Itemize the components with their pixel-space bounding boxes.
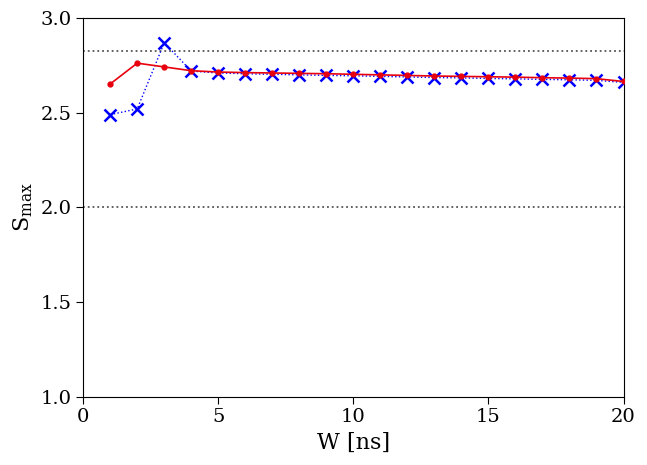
X-axis label: W [ns]: W [ns] xyxy=(317,432,390,454)
Y-axis label: S$_\mathrm{max}$: S$_\mathrm{max}$ xyxy=(11,182,35,232)
